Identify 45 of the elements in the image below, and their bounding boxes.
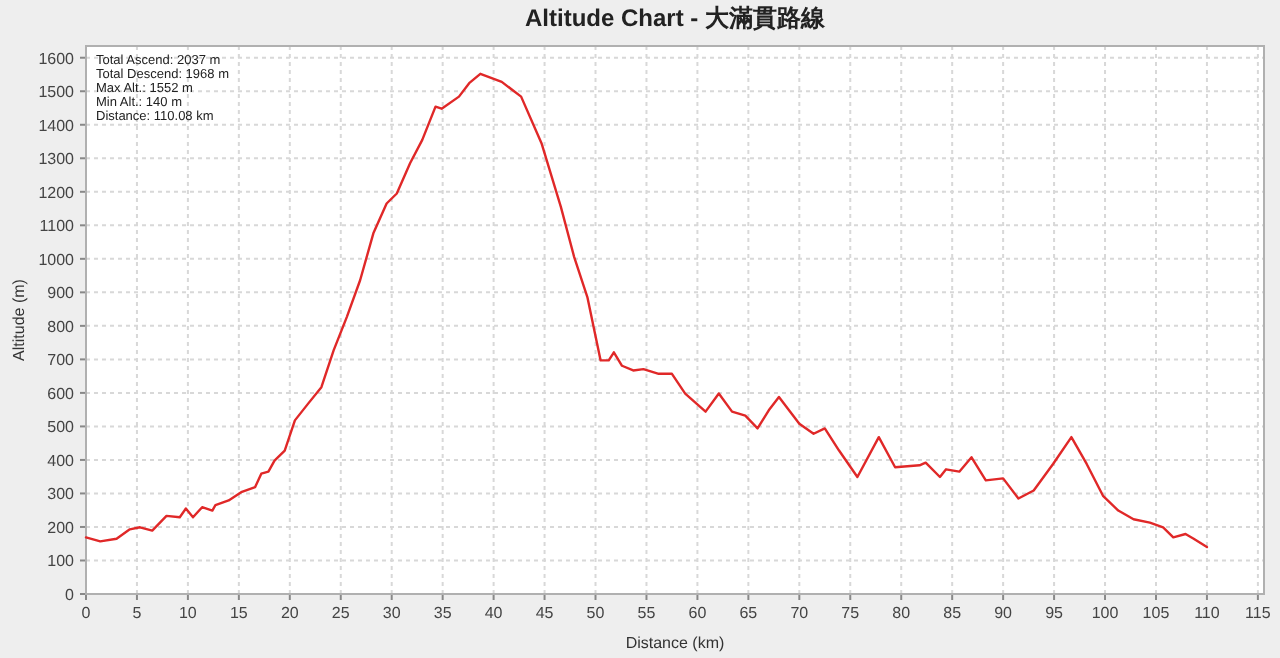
x-tick-label: 90 xyxy=(994,604,1014,622)
line-series xyxy=(84,72,1209,549)
y-tick-label: 1000 xyxy=(38,250,76,269)
x-tick-label: 75 xyxy=(841,604,861,622)
x-tick-label: 30 xyxy=(382,604,402,622)
x-tick-label: 20 xyxy=(280,604,300,622)
x-tick-label: 40 xyxy=(484,604,504,622)
x-tick-label: 45 xyxy=(535,604,555,622)
y-tick-label: 800 xyxy=(47,317,76,336)
x-axis-title: Distance (km) xyxy=(625,634,726,652)
x-tick-label: 55 xyxy=(637,604,657,622)
y-axis-title: Altitude (m) xyxy=(10,278,28,361)
chart-title: Altitude Chart - 大滿貫路線 xyxy=(525,4,827,32)
x-tick-label: 95 xyxy=(1045,604,1065,622)
x-tick-label: 70 xyxy=(790,604,810,622)
y-tick-label: 1200 xyxy=(38,183,76,202)
x-tick-label: 25 xyxy=(331,604,351,622)
y-tick-label: 200 xyxy=(47,518,76,537)
x-tick-label: 15 xyxy=(229,604,249,622)
y-tick-label: 1100 xyxy=(39,217,76,236)
x-tick-label: 10 xyxy=(179,604,198,622)
y-tick-label: 1300 xyxy=(38,150,76,169)
x-tick-label: 5 xyxy=(132,604,143,622)
x-tick-label: 100 xyxy=(1091,604,1120,622)
y-tick-label: 100 xyxy=(47,552,76,571)
y-tick-label: 1500 xyxy=(38,83,76,102)
y-tick-label: 700 xyxy=(47,351,76,370)
x-tick-label: 110 xyxy=(1194,604,1221,622)
y-tick-label: 900 xyxy=(47,284,76,303)
x-tick-label: 35 xyxy=(433,604,453,622)
x-tick-label: 0 xyxy=(81,604,92,622)
y-tick-label: 0 xyxy=(65,586,76,604)
x-tick-label: 50 xyxy=(586,604,606,622)
x-tick-label: 85 xyxy=(943,604,963,622)
y-tick-label: 300 xyxy=(47,485,76,504)
x-tick-label: 115 xyxy=(1245,604,1272,622)
y-tick-label: 600 xyxy=(47,384,76,403)
x-tick-label: 60 xyxy=(688,604,708,622)
x-tick-label: 65 xyxy=(739,604,759,622)
x-tick-label: 105 xyxy=(1142,604,1171,622)
y-tick-label: 1600 xyxy=(38,49,76,68)
x-tick-label: 80 xyxy=(892,604,912,622)
y-tick-label: 1400 xyxy=(38,116,76,135)
y-tick-label: 400 xyxy=(47,451,76,470)
y-tick-label: 500 xyxy=(47,418,76,437)
